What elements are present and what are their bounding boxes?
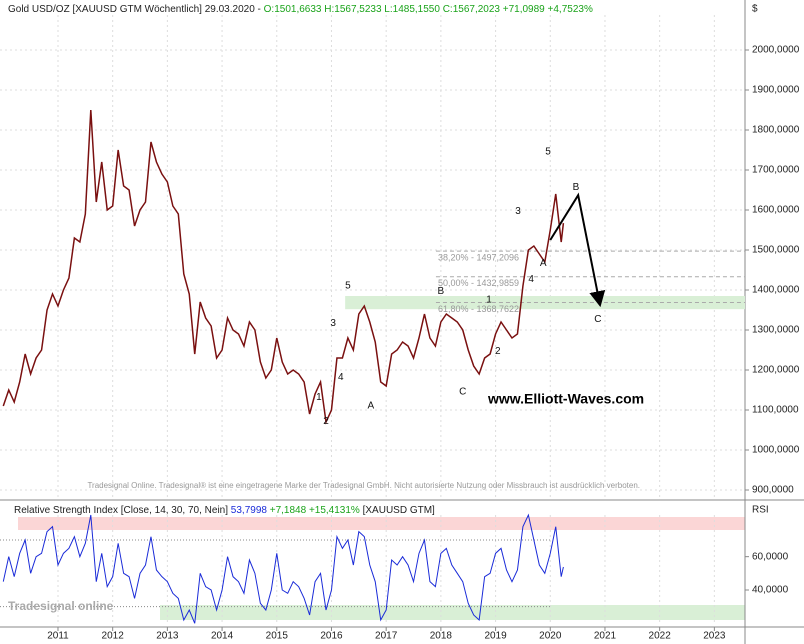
wave-label: 3 (330, 318, 336, 329)
x-tick-label: 2018 (430, 631, 453, 642)
wave-label: 5 (345, 281, 351, 292)
y-tick-label: 1300,0000 (752, 325, 800, 336)
price-line (2, 109, 565, 425)
y-tick-label: 1900,0000 (752, 85, 800, 96)
wave-label: 1 (486, 295, 492, 306)
rsi-line (2, 513, 564, 624)
projection-arrow (549, 192, 606, 308)
wave-label: A (368, 401, 375, 412)
y-tick-label: 1600,0000 (752, 205, 800, 216)
y-tick-label: 1700,0000 (752, 165, 800, 176)
rsi-tick-label: 60,0000 (752, 551, 789, 562)
x-tick-label: 2014 (211, 631, 234, 642)
wave-label: A (540, 258, 547, 269)
logo: Tradesignal online (8, 599, 114, 613)
oversold-band (160, 605, 745, 620)
x-tick-label: 2012 (102, 631, 125, 642)
wave-label: 2 (323, 416, 329, 427)
x-tick-label: 2020 (539, 631, 562, 642)
x-tick-label: 2011 (47, 631, 69, 642)
fib-label: 38,20% - 1497,2096 (438, 252, 519, 262)
x-tick-label: 2017 (375, 631, 398, 642)
rsi-header: Relative Strength Index [Close, 14, 30, … (14, 505, 435, 516)
wave-label: 3 (515, 206, 521, 217)
fib-label: 61,80% - 1368,7622 (438, 304, 519, 314)
wave-label: B (438, 286, 445, 297)
y-tick-label: 1100,0000 (752, 405, 799, 416)
y-tick-label: 2000,0000 (752, 45, 800, 56)
rsi-symbol: [XAUUSD GTM] (363, 505, 435, 516)
wave-label: B (573, 182, 580, 193)
wave-label: C (594, 314, 601, 325)
y-tick-label: 1400,0000 (752, 285, 800, 296)
y-tick-label: 1200,0000 (752, 365, 800, 376)
x-tick-label: 2016 (320, 631, 343, 642)
x-tick-label: 2022 (649, 631, 672, 642)
overbought-band (18, 517, 745, 530)
y-tick-label: 1000,0000 (752, 445, 800, 456)
rsi-axis-label: RSI (752, 505, 769, 516)
y-tick-label: 900,0000 (752, 485, 794, 496)
quote: O:1501,6633 H:1567,5233 L:1485,1550 C:15… (264, 4, 593, 15)
y-axis-label: $ (752, 4, 758, 15)
y-tick-label: 1500,0000 (752, 245, 800, 256)
y-tick-label: 1800,0000 (752, 125, 800, 136)
layer: 900,0000 1000,0000 1100,0000 1200,0000 1300,… (0, 15, 800, 642)
rsi-last: 53,7998 (231, 505, 268, 516)
chart-title: Gold USD/OZ [XAUUSD GTM Wöchentlich] 29.… (8, 4, 593, 15)
rsi-title: Relative Strength Index [Close, 14, 30, … (14, 505, 228, 516)
wave-label: 1 (316, 392, 322, 403)
website: www.Elliott-Waves.com (487, 391, 644, 407)
rsi-change: +7,1848 +15,4131% (270, 505, 360, 516)
fib-label: 50,00% - 1432,9859 (438, 278, 519, 288)
x-tick-label: 2019 (484, 631, 507, 642)
x-tick-label: 2013 (156, 631, 179, 642)
x-tick-label: 2021 (594, 631, 617, 642)
support-zone (345, 296, 745, 310)
disclaimer: Tradesignal Online. Tradesignal® ist ein… (87, 481, 640, 490)
rsi-tick-label: 40,0000 (752, 585, 789, 596)
wave-label: 5 (545, 147, 551, 158)
wave-label: C (459, 387, 466, 398)
wave-label: 4 (528, 274, 534, 285)
x-tick-label: 2023 (703, 631, 726, 642)
title: Gold USD/OZ [XAUUSD GTM Wöchentlich] 29.… (8, 4, 261, 15)
wave-label: 4 (338, 372, 344, 383)
x-tick-label: 2015 (266, 631, 289, 642)
wave-label: 2 (495, 346, 501, 357)
